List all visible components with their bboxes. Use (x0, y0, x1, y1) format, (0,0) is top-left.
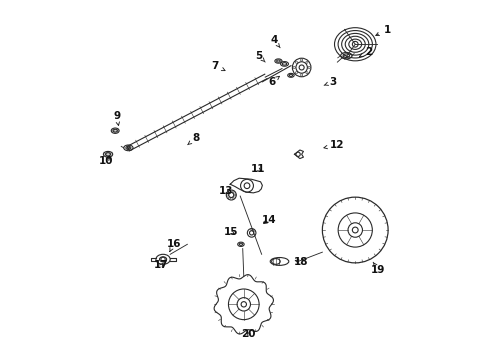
Text: 5: 5 (255, 51, 264, 62)
Text: 19: 19 (370, 262, 385, 275)
Text: 3: 3 (324, 77, 336, 87)
Text: 18: 18 (293, 257, 307, 267)
Text: 4: 4 (269, 35, 280, 48)
Text: 16: 16 (166, 239, 181, 252)
Text: 14: 14 (261, 215, 276, 225)
Text: 13: 13 (218, 186, 233, 197)
Text: 1: 1 (375, 25, 390, 36)
Text: 8: 8 (187, 133, 200, 145)
Text: 15: 15 (223, 227, 238, 237)
Text: 20: 20 (241, 329, 256, 339)
Text: 6: 6 (268, 76, 279, 87)
Text: 11: 11 (250, 164, 265, 174)
Text: 17: 17 (154, 260, 168, 270)
Text: 12: 12 (323, 140, 344, 150)
Text: 10: 10 (99, 157, 113, 166)
Text: 9: 9 (113, 111, 120, 125)
Text: 7: 7 (211, 61, 224, 71)
Text: 2: 2 (359, 47, 372, 57)
